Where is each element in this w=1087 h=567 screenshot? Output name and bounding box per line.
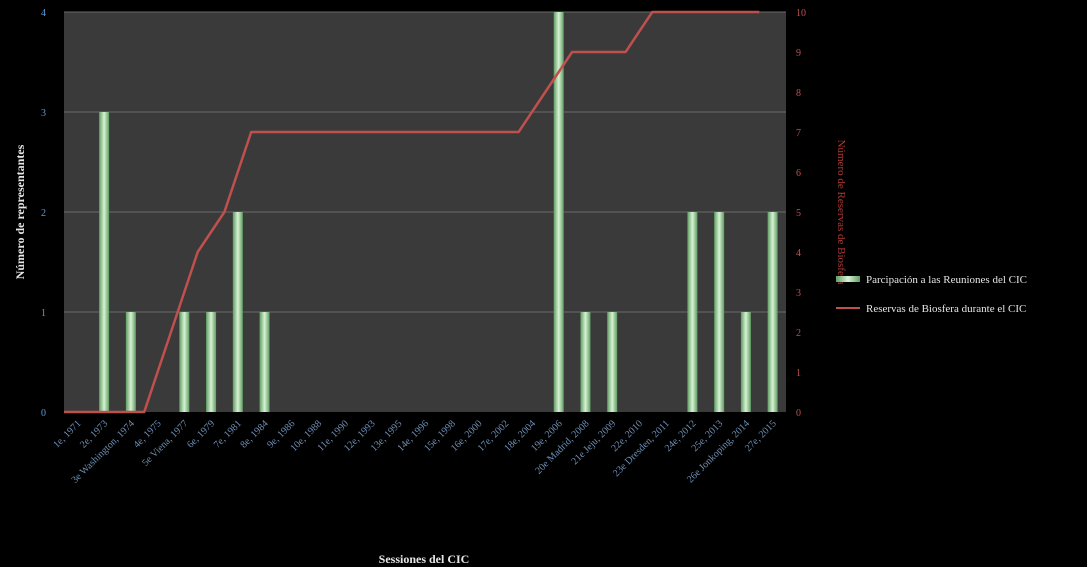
y2-tick-label: 0 [796, 408, 801, 419]
legend-swatch-bar [836, 276, 860, 282]
bar [179, 312, 190, 412]
bar [607, 312, 618, 412]
y2-tick-label: 1 [796, 368, 801, 379]
x-axis-title: Sessiones del CIC [379, 552, 470, 566]
x-tick-label: 1e, 1971 [51, 418, 83, 450]
y2-tick-label: 7 [796, 128, 801, 139]
y2-tick-label: 5 [796, 208, 801, 219]
bar [125, 312, 136, 412]
y-axis-title: Número de representantes [13, 144, 27, 279]
y-tick-label: 0 [41, 408, 46, 419]
bar [232, 212, 243, 412]
y-tick-label: 4 [41, 8, 46, 19]
y-tick-label: 1 [41, 308, 46, 319]
bar [99, 112, 110, 412]
right-axis-ticks: 0 1 2 3 4 5 6 7 8 9 10 [796, 8, 806, 419]
y2-tick-label: 6 [796, 168, 801, 179]
y2-tick-label: 10 [796, 8, 806, 19]
y2-axis-title: Número de Reservas de Biosfera [835, 140, 847, 285]
line-series [64, 10, 760, 414]
y2-tick-label: 2 [796, 328, 801, 339]
bar [687, 212, 698, 412]
x-tick-label: 8e, 1984 [239, 418, 271, 450]
bar [580, 312, 591, 412]
series-line [64, 10, 760, 414]
x-tick-label: 6e, 1979 [185, 418, 217, 450]
y-tick-label: 2 [41, 208, 46, 219]
legend-label-bar: Parcipación a las Reuniones del CIC [866, 274, 1027, 286]
bar [767, 212, 778, 412]
y2-tick-label: 8 [796, 88, 801, 99]
legend-label-line: Reservas de Biosfera durante el CIC [866, 303, 1026, 315]
bar [259, 312, 270, 412]
x-tick-label: 7e, 1981 [212, 418, 244, 450]
left-axis-ticks: 0 1 2 3 4 [41, 8, 46, 419]
legend: Parcipación a las Reuniones del CIC Rese… [836, 274, 1027, 315]
y2-tick-label: 4 [796, 248, 801, 259]
y2-tick-label: 9 [796, 48, 801, 59]
bar [714, 212, 725, 412]
y2-tick-label: 3 [796, 288, 801, 299]
bar [740, 312, 751, 412]
bar-series [99, 12, 778, 412]
bar [553, 12, 564, 412]
bar [206, 312, 217, 412]
y-tick-label: 3 [41, 108, 46, 119]
